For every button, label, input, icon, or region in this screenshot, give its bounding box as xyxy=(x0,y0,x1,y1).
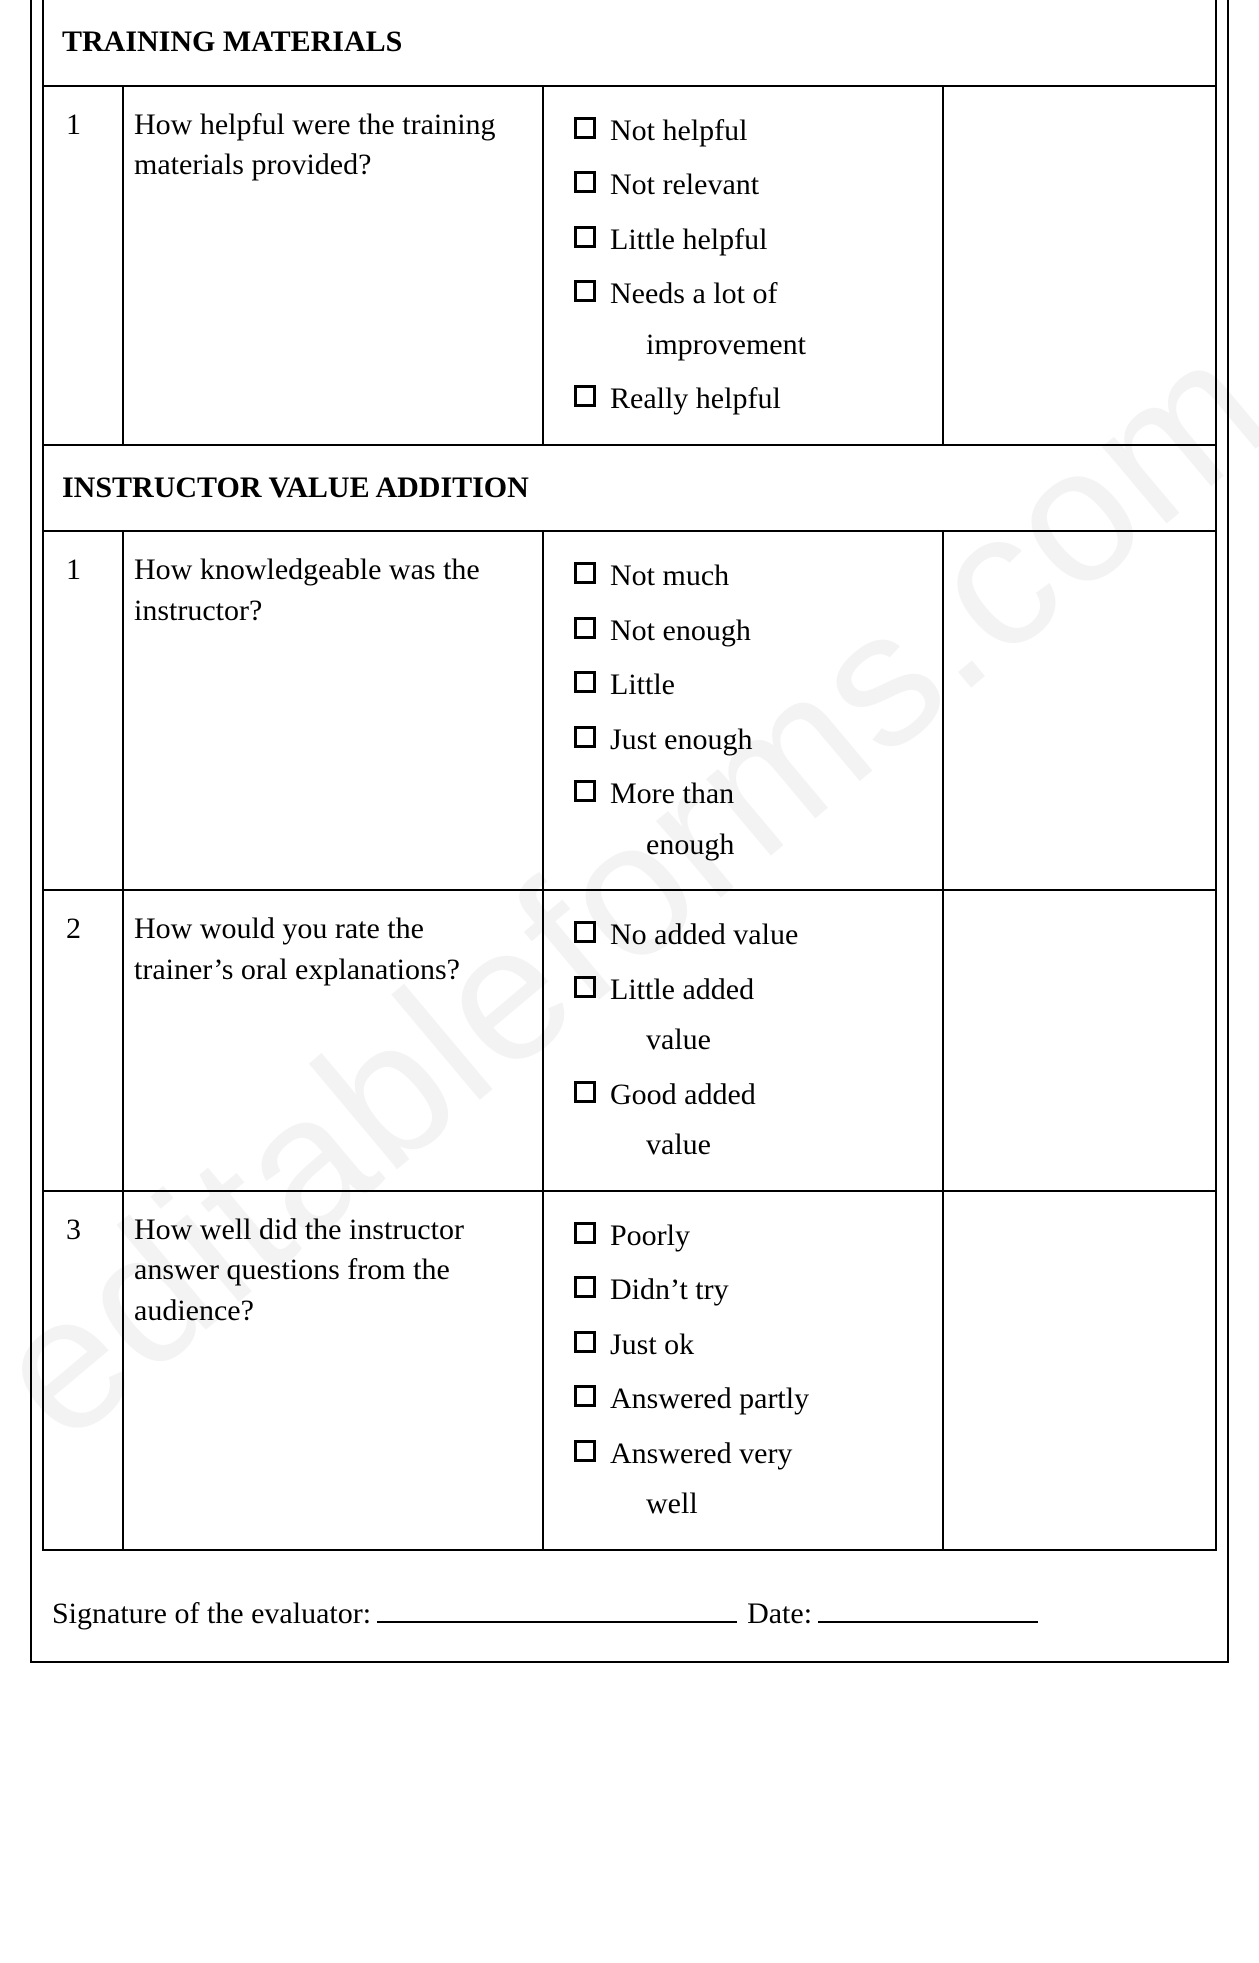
checkbox-icon[interactable] xyxy=(574,1440,596,1462)
question-text: How helpful were the training materials … xyxy=(123,86,543,445)
checkbox-icon[interactable] xyxy=(574,226,596,248)
signature-row: Signature of the evaluator: Date: xyxy=(42,1591,1217,1631)
option: Not enough xyxy=(574,611,922,652)
option: Poorly xyxy=(574,1216,922,1257)
option-label: Not relevant xyxy=(610,165,922,206)
option-label: No added value xyxy=(610,915,922,956)
option-label: Just ok xyxy=(610,1325,922,1366)
checkbox-icon[interactable] xyxy=(574,1081,596,1103)
option: Not much xyxy=(574,556,922,597)
comment-cell[interactable] xyxy=(943,531,1216,890)
question-text: How knowledgeable was the instructor? xyxy=(123,531,543,890)
option: Little xyxy=(574,665,922,706)
option-label: Good addedvalue xyxy=(610,1075,922,1166)
option: Answered partly xyxy=(574,1379,922,1420)
signature-line[interactable] xyxy=(377,1591,737,1623)
checkbox-icon[interactable] xyxy=(574,117,596,139)
option: Just enough xyxy=(574,720,922,761)
checkbox-icon[interactable] xyxy=(574,671,596,693)
date-label: Date: xyxy=(747,1597,812,1631)
checkbox-icon[interactable] xyxy=(574,1222,596,1244)
comment-cell[interactable] xyxy=(943,86,1216,445)
option: Needs a lot ofimprovement xyxy=(574,274,922,365)
section-header: TRAINING MATERIALS xyxy=(43,0,1216,86)
row-number: 1 xyxy=(43,86,123,445)
option-label: Poorly xyxy=(610,1216,922,1257)
row-number: 2 xyxy=(43,890,123,1191)
option: More thanenough xyxy=(574,774,922,865)
option-label: Just enough xyxy=(610,720,922,761)
option: Little addedvalue xyxy=(574,970,922,1061)
checkbox-icon[interactable] xyxy=(574,617,596,639)
option-label: Answered verywell xyxy=(610,1434,922,1525)
checkbox-icon[interactable] xyxy=(574,1385,596,1407)
form-frame: TRAINING MATERIALS1How helpful were the … xyxy=(30,0,1229,1663)
option-label: Not helpful xyxy=(610,111,922,152)
option-label: Really helpful xyxy=(610,379,922,420)
checkbox-icon[interactable] xyxy=(574,562,596,584)
checkbox-icon[interactable] xyxy=(574,921,596,943)
option-label: Didn’t try xyxy=(610,1270,922,1311)
section-header: INSTRUCTOR VALUE ADDITION xyxy=(43,445,1216,532)
row-number: 1 xyxy=(43,531,123,890)
date-line[interactable] xyxy=(818,1591,1038,1623)
options-cell: No added value Little addedvalue Good adde… xyxy=(543,890,943,1191)
options-cell: Poorly Didn’t try Just ok Answered partly An… xyxy=(543,1191,943,1550)
checkbox-icon[interactable] xyxy=(574,280,596,302)
checkbox-icon[interactable] xyxy=(574,976,596,998)
option-label: Little helpful xyxy=(610,220,922,261)
option: Just ok xyxy=(574,1325,922,1366)
signature-label: Signature of the evaluator: xyxy=(52,1597,371,1631)
options-cell: Not helpful Not relevant Little helpful Nee… xyxy=(543,86,943,445)
option: Really helpful xyxy=(574,379,922,420)
evaluation-table: TRAINING MATERIALS1How helpful were the … xyxy=(42,0,1217,1551)
comment-cell[interactable] xyxy=(943,1191,1216,1550)
option: Little helpful xyxy=(574,220,922,261)
checkbox-icon[interactable] xyxy=(574,780,596,802)
question-text: How would you rate the trainer’s oral ex… xyxy=(123,890,543,1191)
row-number: 3 xyxy=(43,1191,123,1550)
option-label: Little addedvalue xyxy=(610,970,922,1061)
option-label: Not enough xyxy=(610,611,922,652)
option-label: Not much xyxy=(610,556,922,597)
option-label: Needs a lot ofimprovement xyxy=(610,274,922,365)
option-label: Answered partly xyxy=(610,1379,922,1420)
option: Didn’t try xyxy=(574,1270,922,1311)
option: Good addedvalue xyxy=(574,1075,922,1166)
comment-cell[interactable] xyxy=(943,890,1216,1191)
checkbox-icon[interactable] xyxy=(574,726,596,748)
checkbox-icon[interactable] xyxy=(574,1331,596,1353)
question-text: How well did the instructor answer quest… xyxy=(123,1191,543,1550)
option-label: Little xyxy=(610,665,922,706)
checkbox-icon[interactable] xyxy=(574,171,596,193)
option: No added value xyxy=(574,915,922,956)
options-cell: Not much Not enough Little Just enough More … xyxy=(543,531,943,890)
option-label: More thanenough xyxy=(610,774,922,865)
option: Not relevant xyxy=(574,165,922,206)
checkbox-icon[interactable] xyxy=(574,385,596,407)
checkbox-icon[interactable] xyxy=(574,1276,596,1298)
option: Answered verywell xyxy=(574,1434,922,1525)
option: Not helpful xyxy=(574,111,922,152)
